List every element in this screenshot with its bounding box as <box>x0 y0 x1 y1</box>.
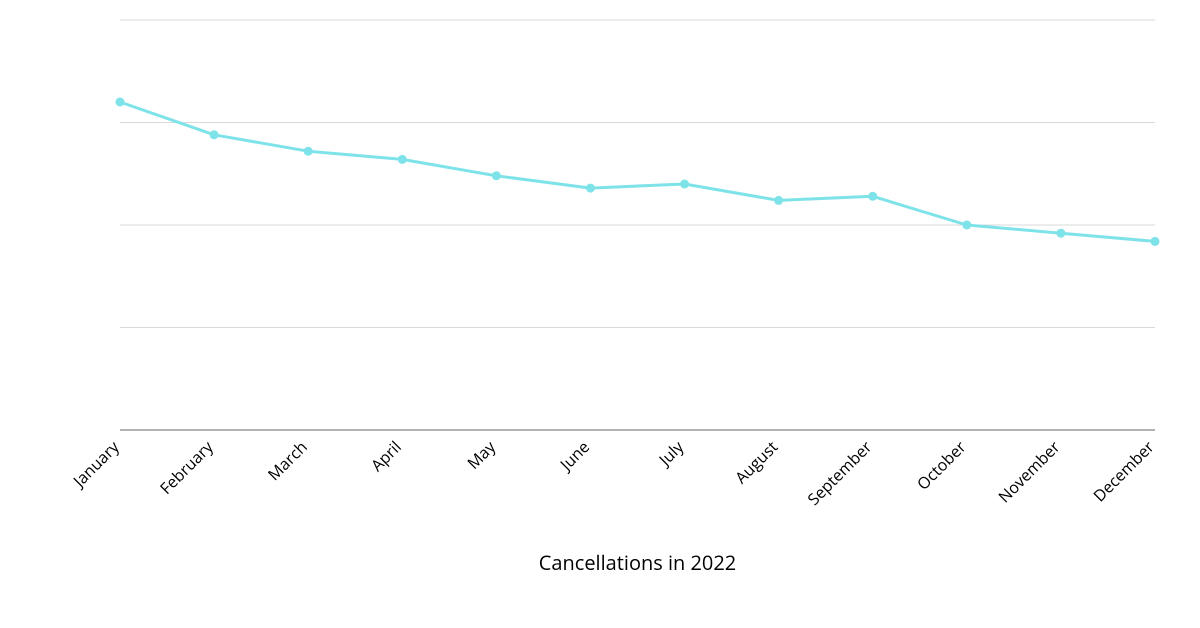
chart-title: Cancellations in 2022 <box>539 549 736 576</box>
x-tick-label: January <box>67 435 124 492</box>
data-point <box>210 130 219 139</box>
x-tick-label: June <box>554 436 594 476</box>
data-point <box>1151 237 1160 246</box>
cancellations-chart: January February March April May June July Augu… <box>0 0 1200 628</box>
x-tick-label: November <box>993 436 1065 508</box>
x-tick-label: August <box>730 436 782 488</box>
x-tick-label: February <box>155 435 219 499</box>
chart-svg: January February March April May June July Augu… <box>0 0 1200 628</box>
data-point <box>962 221 971 230</box>
data-point <box>492 171 501 180</box>
data-point <box>1056 229 1065 238</box>
data-point <box>116 98 125 107</box>
x-tick-label: April <box>366 436 406 476</box>
x-tick-label: September <box>802 436 876 510</box>
data-point <box>868 192 877 201</box>
x-tick-label: May <box>462 435 500 473</box>
x-tick-label: July <box>653 435 689 471</box>
x-tick-label: October <box>912 436 971 495</box>
data-point <box>680 180 689 189</box>
data-point <box>774 196 783 205</box>
x-tick-label: March <box>263 436 312 485</box>
data-point <box>398 155 407 164</box>
x-tick-label: December <box>1088 436 1159 507</box>
data-point <box>304 147 313 156</box>
data-point <box>586 184 595 193</box>
